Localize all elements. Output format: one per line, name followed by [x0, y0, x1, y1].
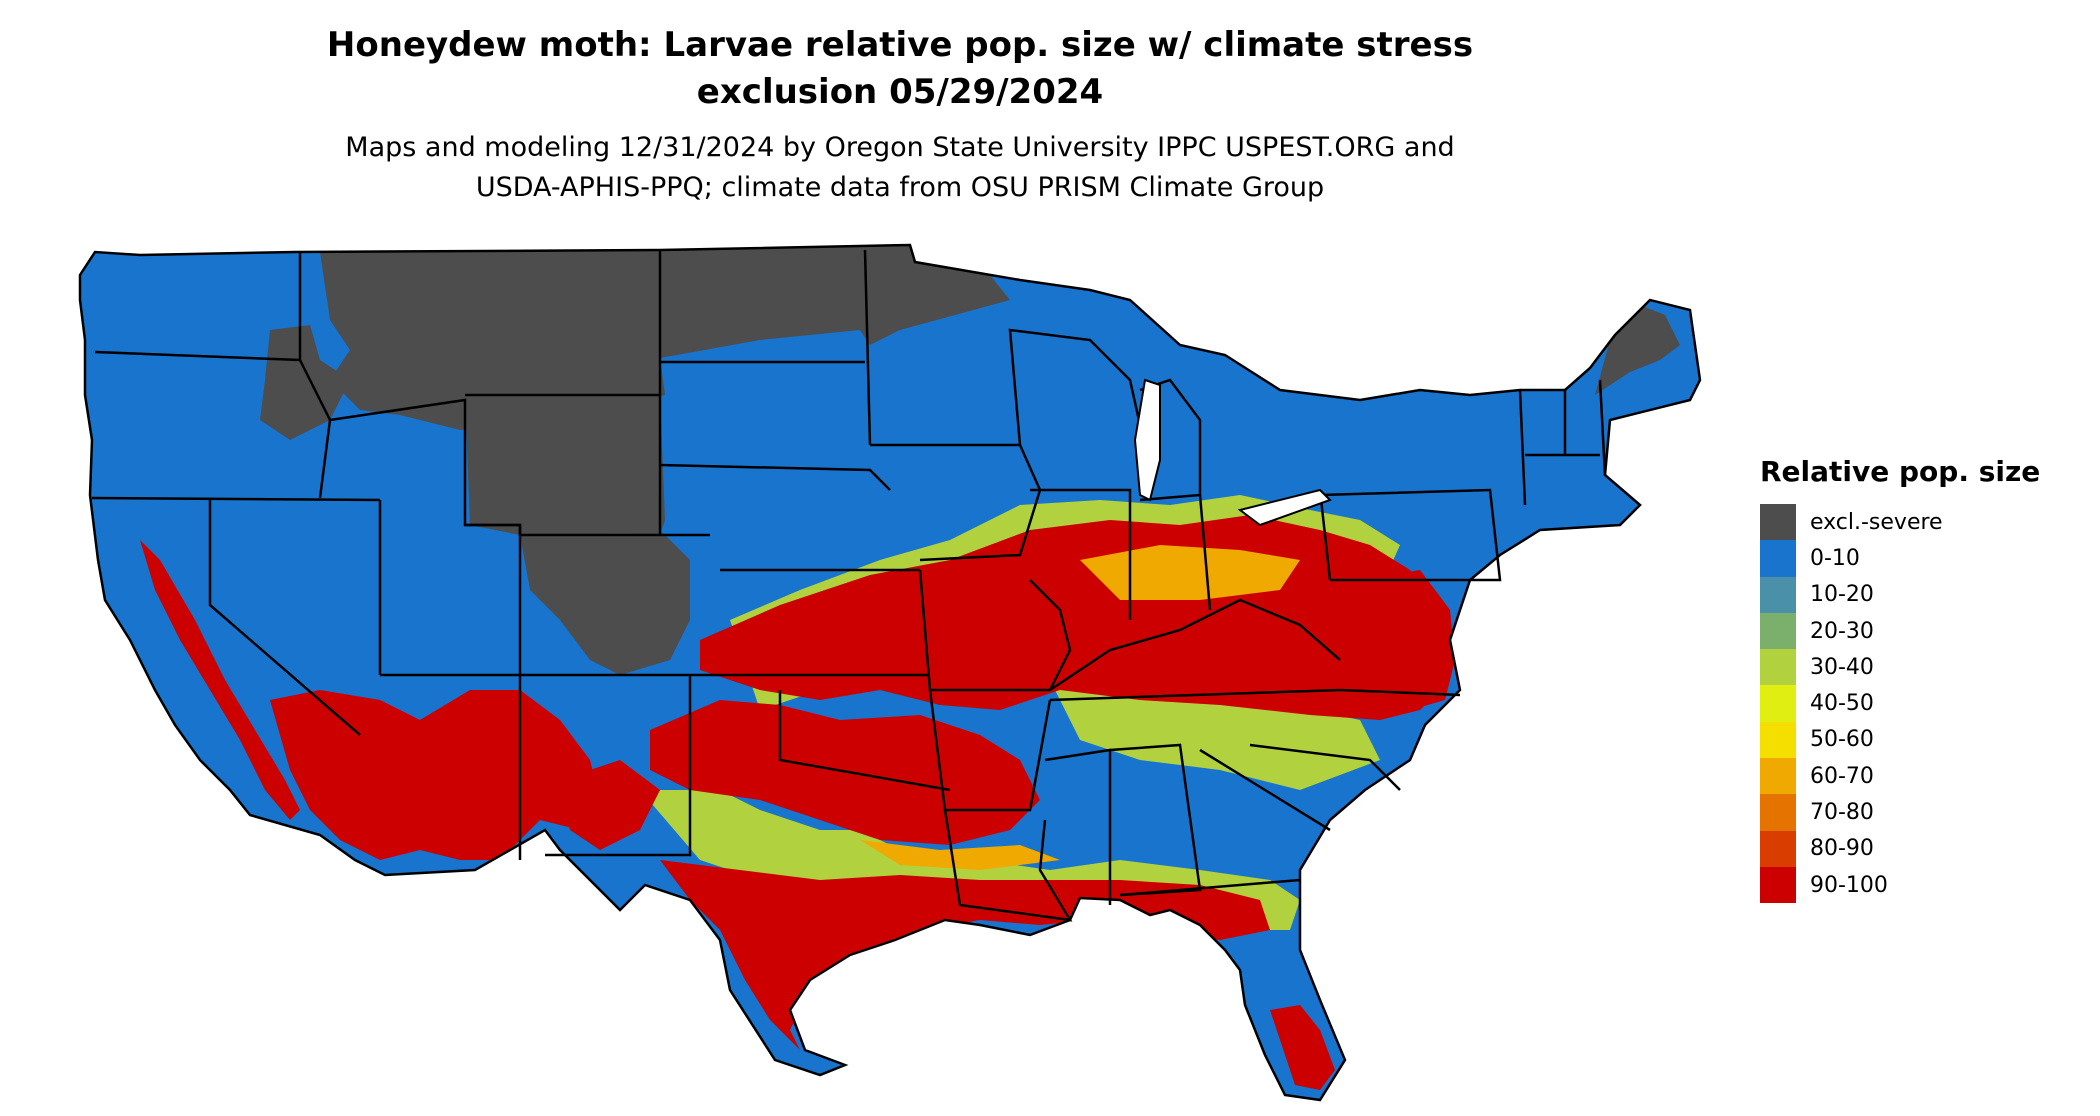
border-il-in — [1030, 488, 1132, 620]
red-east — [1340, 570, 1455, 710]
border-sc-ga — [1199, 748, 1331, 832]
title-line-1: Honeydew moth: Larvae relative pop. size… — [326, 25, 1474, 65]
legend-swatch — [1760, 758, 1796, 795]
excluded-colorado — [520, 530, 690, 675]
legend-item: 90-100 — [1760, 866, 2040, 904]
border-mo — [918, 569, 1072, 692]
band-tennessee — [1050, 680, 1380, 790]
legend-item: 80-90 — [1760, 830, 2040, 867]
map-subtitle: Maps and modeling 12/31/2024 by Oregon S… — [180, 128, 1620, 208]
border-nm-tx — [545, 675, 692, 857]
border-ar — [928, 689, 1052, 812]
excluded-idaho-patches — [260, 325, 350, 440]
legend-label: 60-70 — [1810, 763, 1874, 789]
legend-swatch — [1760, 576, 1796, 613]
map-title: Honeydew moth: Larvae relative pop. size… — [180, 22, 1620, 116]
legend-item: 40-50 — [1760, 685, 2040, 722]
border-id-west — [298, 252, 332, 499]
border-ga-fl — [1119, 878, 1301, 897]
border-oh-pa — [1318, 489, 1332, 581]
legend-swatch — [1760, 794, 1796, 831]
legend-label: 70-80 — [1810, 800, 1874, 826]
legend-swatch — [1760, 540, 1796, 577]
red-newmexico-south — [560, 760, 660, 850]
legend-title: Relative pop. size — [1760, 455, 2041, 488]
orange-gulfcoast — [860, 840, 1060, 870]
border-new-england — [1525, 379, 1607, 476]
subtitle-line-1: Maps and modeling 12/31/2024 by Oregon S… — [345, 132, 1455, 163]
state-borders — [78, 243, 1702, 1102]
legend-swatch — [1760, 866, 1796, 904]
border-mn-west — [863, 249, 872, 446]
legend-label: 0-10 — [1810, 545, 1860, 571]
orange-kentucky — [1080, 545, 1300, 600]
red-florida — [1270, 1005, 1335, 1090]
border-sd-ne — [659, 463, 891, 491]
legend-item: 70-80 — [1760, 794, 2040, 831]
border-la — [943, 809, 1073, 922]
legend-item: 30-40 — [1760, 649, 2040, 686]
border-pa — [1319, 488, 1502, 582]
legend: Relative pop. size excl.-severe 0-10 10-20… — [1760, 454, 2041, 904]
border-nc-sc — [1249, 743, 1401, 791]
legend-label: 30-40 — [1810, 654, 1874, 680]
legend-item: 10-20 — [1760, 576, 2040, 613]
legend-label: 20-30 — [1810, 618, 1874, 644]
excluded-zones — [260, 245, 1680, 675]
border-wi-mi — [1008, 328, 1152, 471]
legend-item: excl.-severe — [1760, 504, 2040, 541]
border-mi-lower — [1139, 378, 1202, 502]
red-california-valley — [140, 540, 300, 820]
legend-label: 80-90 — [1810, 836, 1874, 862]
border-va-nc — [1339, 688, 1461, 697]
subtitle-line-2: USDA-APHIS-PPQ; climate data from OSU PR… — [475, 172, 1325, 203]
red-southwest — [270, 690, 600, 860]
legend-label: 10-20 — [1810, 582, 1874, 608]
lake-erie — [1237, 488, 1332, 527]
legend-label: 40-50 — [1810, 691, 1874, 717]
title-line-2: exclusion 05/29/2024 — [696, 72, 1104, 112]
legend-item: 0-10 — [1760, 540, 2040, 577]
border-ky — [1049, 598, 1341, 692]
legend-swatch — [1760, 612, 1796, 650]
excluded-north-plains — [320, 245, 1010, 430]
legend-item: 20-30 — [1760, 612, 2040, 650]
legend-item: 60-70 — [1760, 758, 2040, 795]
legend-swatch — [1760, 649, 1796, 686]
excluded-wyoming — [465, 395, 665, 540]
lake-michigan — [1133, 378, 1161, 502]
border-ca-nv — [208, 498, 361, 736]
border-or-ca-nv — [91, 496, 381, 502]
legend-item: 50-60 — [1760, 721, 2040, 759]
border-in-oh — [1198, 494, 1212, 611]
legend-swatch — [1760, 685, 1796, 722]
border-tn — [1049, 688, 1341, 702]
border-wa-or — [94, 350, 301, 362]
great-lakes — [1133, 378, 1332, 527]
legend-swatch — [1760, 504, 1796, 541]
country-outline — [78, 243, 1702, 1102]
excluded-maine — [1595, 305, 1680, 395]
mid-suitability — [860, 545, 1300, 870]
border-ok-tx — [778, 690, 951, 792]
legend-swatch — [1760, 721, 1796, 759]
legend-swatch — [1760, 830, 1796, 867]
legend-items: excl.-severe 0-10 10-20 20-30 30-40 40-50 50-6… — [1760, 504, 2040, 904]
legend-label: 90-100 — [1810, 872, 1888, 898]
legend-label: 50-60 — [1810, 727, 1874, 753]
border-ny-ne — [1518, 389, 1527, 506]
legend-label: excl.-severe — [1810, 509, 1943, 535]
